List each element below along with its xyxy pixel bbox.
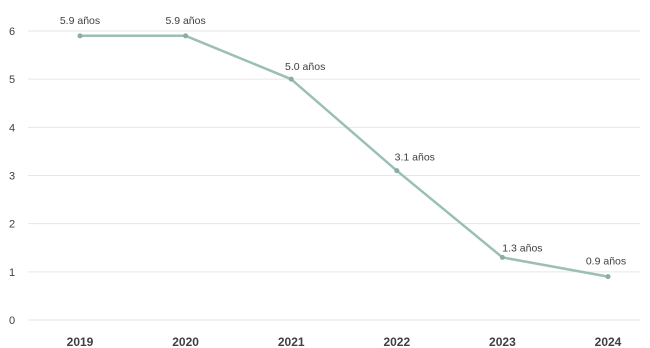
data-point-marker [183,33,189,39]
y-tick-label: 0 [9,315,15,327]
y-tick-label: 3 [9,171,15,183]
data-label: 1.3 años [502,242,542,254]
data-label: 3.1 años [395,152,435,164]
data-label: 5.0 años [285,61,325,73]
y-tick-label: 1 [9,267,15,279]
series-layer [77,33,611,280]
x-tick-label: 2024 [595,335,622,348]
x-tick-label: 2023 [489,335,516,348]
x-tick-label: 2021 [278,335,305,348]
data-label: 0.9 años [586,256,626,268]
x-axis-ticks: 2019 2020 2021 2022 2023 2024 [67,335,622,348]
data-label: 5.9 años [165,15,205,27]
data-point-marker [77,33,83,39]
gridlines [28,30,640,321]
data-label: 5.9 años [60,15,100,27]
y-tick-label: 4 [9,122,15,134]
data-point-marker [499,254,505,260]
series-line [78,34,610,278]
y-axis-ticks: 0 1 2 3 4 5 6 [9,26,15,327]
data-labels: 5.9 años 5.9 años 5.0 años 3.1 años 1.3 años… [60,15,626,268]
y-tick-label: 5 [9,74,15,86]
data-point-marker [394,168,400,174]
y-tick-label: 2 [9,219,15,231]
y-tick-label: 6 [9,26,15,38]
data-point-marker [288,76,294,82]
x-tick-label: 2022 [383,335,410,348]
x-tick-label: 2019 [67,335,94,348]
data-point-marker [605,274,611,280]
x-tick-label: 2020 [172,335,199,348]
